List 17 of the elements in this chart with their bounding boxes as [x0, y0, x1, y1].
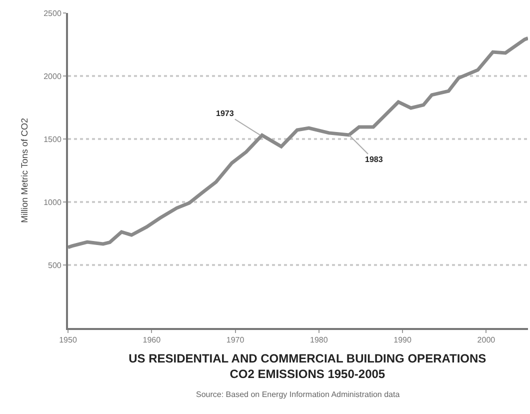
- text: US RESIDENTIAL AND COMMERCIAL BUILDING OPERATIONS CO2 EMISSIONS 1950-2005: [128, 351, 486, 381]
- x-tick-label: 1960: [142, 336, 162, 345]
- annotation: 1973: [216, 109, 234, 118]
- y-axis-title: Million Metric Tons of CO2: [19, 118, 30, 223]
- x-tick-label: 1950: [59, 336, 78, 345]
- x-tick-label: 1990: [394, 336, 412, 345]
- x-tick-label: 1970: [226, 336, 245, 345]
- line-series: [68, 36, 528, 250]
- x-tick-label: 2000: [477, 336, 496, 345]
- y-tick-label: 500: [48, 260, 62, 270]
- source-note: Source: Based on Energy Information Administration data: [196, 390, 400, 399]
- y-tick-label: 1500: [44, 134, 62, 144]
- annotation: 1983: [365, 155, 384, 164]
- x-tick-label: 1980: [310, 336, 328, 345]
- y-tick-label: 2500: [44, 8, 62, 18]
- y-tick-label: 1000: [44, 198, 62, 207]
- y-tick-label: 2000: [44, 72, 62, 81]
